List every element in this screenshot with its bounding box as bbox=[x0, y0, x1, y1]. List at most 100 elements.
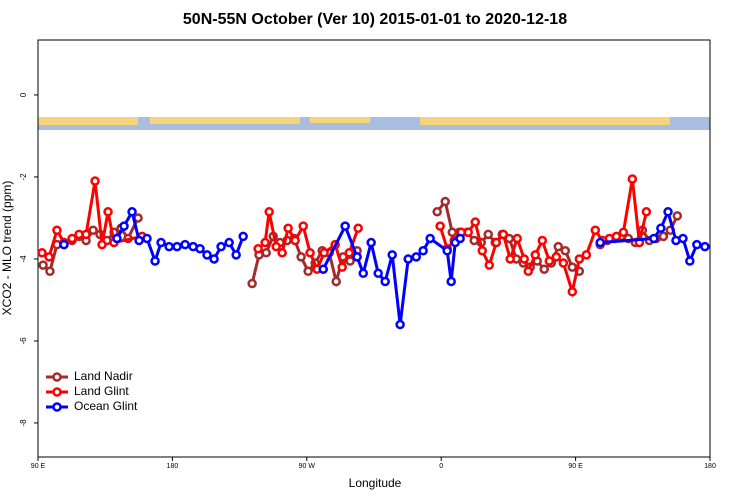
point bbox=[595, 237, 605, 248]
point bbox=[119, 221, 129, 231]
legend-label: Land Glint bbox=[74, 384, 129, 398]
point bbox=[150, 256, 160, 266]
point bbox=[90, 176, 100, 186]
point bbox=[505, 254, 515, 264]
x-tick-label: 90 W bbox=[299, 463, 316, 470]
point bbox=[67, 233, 77, 244]
point bbox=[627, 174, 638, 184]
point bbox=[484, 260, 495, 270]
point bbox=[425, 233, 435, 244]
y-tick-label: -2 bbox=[19, 173, 28, 181]
point bbox=[318, 264, 328, 274]
point bbox=[446, 276, 456, 287]
point bbox=[373, 268, 383, 279]
x-tick-label: 180 bbox=[167, 463, 179, 470]
y-axis-label: XCO2 - MLO trend (ppm) bbox=[0, 181, 14, 316]
point bbox=[81, 229, 91, 240]
point bbox=[403, 254, 413, 264]
point bbox=[331, 276, 341, 287]
point bbox=[238, 231, 248, 242]
point bbox=[103, 207, 113, 217]
x-tick-label: 180 bbox=[704, 463, 716, 470]
x-tick-label: 90 E bbox=[31, 463, 46, 470]
point bbox=[539, 264, 549, 274]
plot-frame bbox=[37, 39, 711, 458]
point bbox=[264, 207, 274, 217]
point bbox=[567, 262, 578, 272]
chart-title: 50N-55N October (Ver 10) 2015-01-01 to 2… bbox=[183, 11, 567, 28]
point bbox=[303, 266, 313, 277]
point bbox=[618, 227, 629, 238]
point bbox=[498, 229, 509, 240]
point bbox=[44, 252, 54, 262]
point bbox=[97, 239, 107, 250]
point bbox=[551, 252, 562, 262]
point bbox=[358, 268, 368, 279]
point bbox=[435, 221, 445, 231]
x-axis-label: Longitude bbox=[349, 476, 402, 490]
y-tick-label: -4 bbox=[19, 255, 28, 263]
point bbox=[37, 248, 47, 258]
point bbox=[685, 256, 695, 266]
point bbox=[52, 225, 62, 236]
point bbox=[366, 237, 376, 248]
legend-marker bbox=[52, 387, 62, 397]
point bbox=[432, 207, 442, 217]
point bbox=[512, 233, 522, 244]
point bbox=[418, 246, 428, 256]
series-line bbox=[115, 207, 706, 325]
point bbox=[202, 250, 212, 260]
y-tick-label: -8 bbox=[19, 419, 28, 427]
point bbox=[277, 248, 287, 258]
point bbox=[700, 241, 710, 252]
point bbox=[298, 221, 308, 231]
point bbox=[663, 207, 673, 217]
point bbox=[395, 319, 405, 330]
point bbox=[290, 235, 300, 246]
point bbox=[337, 262, 347, 272]
point bbox=[483, 229, 493, 240]
point bbox=[38, 260, 48, 270]
point bbox=[558, 258, 569, 268]
point bbox=[678, 233, 688, 244]
point bbox=[537, 235, 548, 246]
point bbox=[261, 248, 271, 258]
point bbox=[209, 254, 219, 264]
point bbox=[530, 250, 541, 260]
point bbox=[352, 252, 362, 262]
point bbox=[553, 241, 564, 252]
point bbox=[164, 241, 174, 252]
point bbox=[380, 276, 390, 287]
legend-marker bbox=[52, 402, 62, 412]
point bbox=[491, 237, 502, 248]
point bbox=[544, 256, 555, 266]
point bbox=[411, 252, 422, 262]
point bbox=[45, 266, 55, 277]
point bbox=[216, 241, 226, 252]
point bbox=[641, 207, 652, 217]
point bbox=[253, 243, 263, 254]
x-tick-label: 0 bbox=[439, 463, 443, 470]
point bbox=[112, 233, 122, 244]
point bbox=[156, 237, 166, 248]
point bbox=[231, 250, 241, 260]
point bbox=[353, 223, 363, 233]
point bbox=[440, 196, 450, 207]
point bbox=[455, 233, 465, 244]
point bbox=[142, 233, 152, 244]
point bbox=[387, 250, 397, 260]
point bbox=[692, 239, 702, 250]
point bbox=[296, 252, 306, 262]
point bbox=[319, 248, 329, 258]
point bbox=[581, 250, 592, 260]
point bbox=[658, 231, 669, 242]
point bbox=[344, 248, 354, 258]
point bbox=[283, 223, 293, 233]
point bbox=[442, 246, 452, 256]
point bbox=[649, 233, 659, 244]
point bbox=[195, 243, 205, 254]
point bbox=[523, 266, 534, 277]
point bbox=[134, 235, 144, 246]
point bbox=[463, 227, 473, 238]
point bbox=[305, 248, 315, 258]
